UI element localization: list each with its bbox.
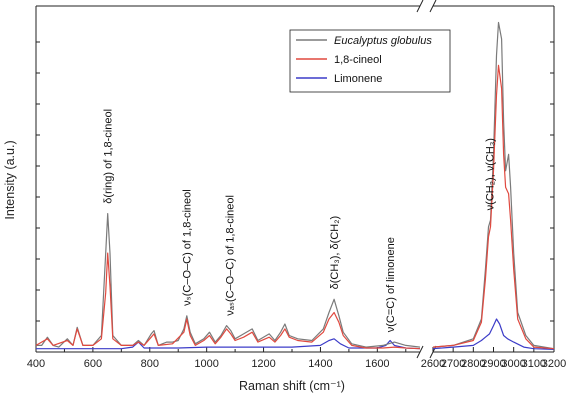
annotation-1: νₛ(C–O–C) of 1,8-cineol [182,189,194,306]
x-tick-label: 1000 [194,358,218,370]
legend: Eucalyptus globulus 1,8-cineol Limonene [289,29,451,93]
annotation-3: δ(CH₃), δ(CH₂) [329,216,341,290]
x-tick-label: 1200 [251,358,275,370]
x-tick-label: 1400 [308,358,332,370]
x-tick-label: 2600 [421,358,445,370]
x-axis-title: Raman shift (cm⁻¹) [239,379,345,393]
series-line-1-8-cineol-right [432,64,555,350]
y-ticks [36,41,554,322]
y-axis-title: Intensity (a.u.) [3,140,17,219]
annotation-0: δ(ring) of 1,8-cineol [103,109,115,204]
series-line-1-8-cineol-left [35,252,421,350]
series-line-limonene-right [432,318,555,350]
x-tick-label: 3000 [501,358,525,370]
x-tick-label: 1600 [365,358,389,370]
x-tick-label: 400 [27,358,45,370]
annotation-4: ν(C=C) of limonene [385,237,397,332]
x-tick-label: 2900 [481,358,505,370]
legend-label-limonene: Limonene [334,73,382,85]
annotation-2: νₐₛ(C–O–C) of 1,8-cineol [224,195,236,316]
legend-label-cineol: 1,8-cineol [334,54,382,66]
annotation-5: ν(CH₂), ν(CH₃) [484,138,496,210]
legend-label-eucalyptus: Eucalyptus globulus [334,35,432,47]
series-line-eucalyptus-globulus-left [36,213,421,348]
annotations: δ(ring) of 1,8-cineol νₛ(C–O–C) of 1,8-ci… [103,109,497,332]
series-layer [35,21,555,350]
x-tick-label: 800 [141,358,159,370]
axis-break-top [416,0,437,13]
x-tick-label: 600 [84,358,102,370]
x-tick-label: 3100 [522,358,546,370]
x-tick-label: 2700 [441,358,465,370]
x-ticks: 400 600 800 1000 1200 1400 1600 260027002800290… [27,347,566,370]
x-tick-label: 2800 [461,358,485,370]
x-tick-label: 3200 [542,358,566,370]
